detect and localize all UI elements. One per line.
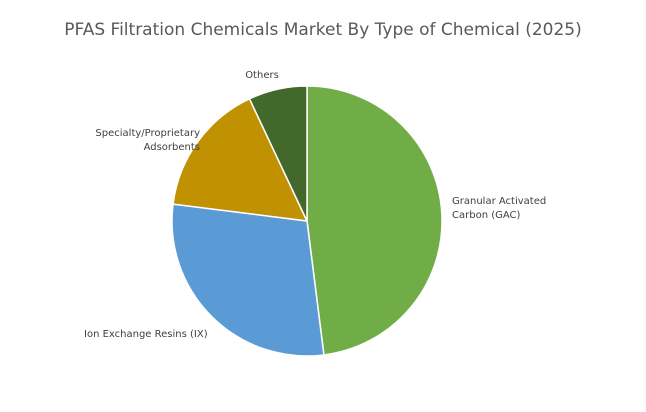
slice-label: Specialty/Proprietary Adsorbents (95, 128, 200, 153)
slice-label: Others (245, 70, 279, 81)
pie-slice (171, 203, 325, 357)
slice-label: Granular Activated Carbon (GAC) (452, 196, 546, 221)
slice-label: Ion Exchange Resins (IX) (84, 329, 208, 340)
pie-slice (248, 85, 308, 222)
chart-title: PFAS Filtration Chemicals Market By Type… (64, 20, 582, 40)
pie-slice (306, 85, 443, 356)
pie-slice (172, 97, 309, 222)
